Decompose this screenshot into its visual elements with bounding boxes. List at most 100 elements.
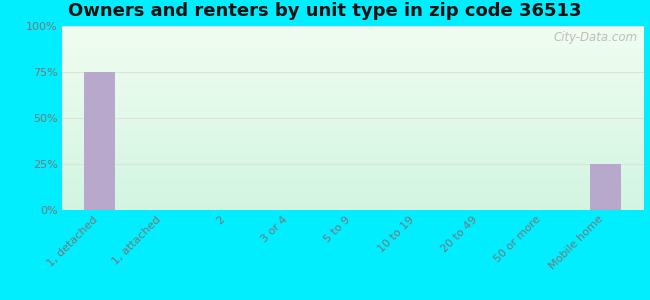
Bar (62, 205, 644, 206)
Bar (62, 160, 644, 162)
Bar (62, 162, 644, 164)
Bar (62, 68, 644, 70)
Bar (62, 48, 644, 50)
Bar (62, 37, 644, 38)
Bar (62, 208, 644, 210)
Bar (62, 190, 644, 192)
Bar (62, 173, 644, 175)
Bar (62, 103, 644, 105)
Bar (62, 151, 644, 153)
Bar (62, 122, 644, 123)
Bar (62, 184, 644, 186)
Bar (62, 133, 644, 134)
Bar (62, 105, 644, 107)
Bar (62, 166, 644, 168)
Bar (62, 134, 644, 136)
Bar (62, 101, 644, 103)
Bar (62, 171, 644, 173)
Bar (62, 153, 644, 154)
Bar (62, 61, 644, 62)
Bar (62, 158, 644, 160)
Text: Owners and renters by unit type in zip code 36513: Owners and renters by unit type in zip c… (68, 2, 582, 20)
Bar (62, 26, 644, 27)
Bar (62, 51, 644, 53)
Bar (62, 72, 644, 74)
Bar (62, 74, 644, 75)
Bar (62, 64, 644, 66)
Bar (62, 155, 644, 157)
Bar (62, 85, 644, 86)
Bar (62, 44, 644, 46)
Bar (62, 201, 644, 203)
Bar (62, 116, 644, 118)
Bar (62, 79, 644, 81)
Bar (62, 92, 644, 94)
Bar (62, 186, 644, 188)
Bar (62, 59, 644, 61)
Bar (62, 195, 644, 197)
Bar (62, 50, 644, 51)
Bar (62, 177, 644, 178)
Bar (62, 175, 644, 177)
Text: City-Data.com: City-Data.com (554, 31, 638, 44)
Bar (62, 75, 644, 77)
Bar (62, 62, 644, 64)
Bar (62, 99, 644, 101)
Bar (62, 86, 644, 88)
Bar (62, 144, 644, 146)
Bar (62, 169, 644, 171)
Bar (62, 188, 644, 190)
Bar (62, 123, 644, 125)
Bar (62, 55, 644, 57)
Bar (62, 57, 644, 59)
Bar (62, 96, 644, 98)
Bar (62, 46, 644, 48)
Bar (62, 138, 644, 140)
Bar (62, 27, 644, 29)
Bar (62, 146, 644, 147)
Bar (62, 149, 644, 151)
Bar (62, 110, 644, 112)
Bar (62, 118, 644, 120)
Bar (62, 38, 644, 40)
Bar (62, 125, 644, 127)
Bar (62, 120, 644, 122)
Bar (62, 181, 644, 182)
Bar (62, 202, 644, 205)
Bar (62, 114, 644, 116)
Bar (62, 127, 644, 129)
Bar (62, 131, 644, 133)
Bar (62, 194, 644, 195)
Bar (62, 83, 644, 85)
Bar (62, 206, 644, 208)
Bar (62, 136, 644, 138)
Bar (62, 157, 644, 158)
Bar (62, 70, 644, 72)
Bar (62, 94, 644, 96)
Bar (62, 178, 644, 181)
Bar (590, 164, 621, 210)
Bar (62, 142, 644, 144)
Bar (62, 182, 644, 184)
Bar (62, 53, 644, 55)
Bar (62, 112, 644, 114)
Bar (62, 81, 644, 83)
Bar (62, 31, 644, 33)
Bar (62, 33, 644, 35)
Bar (84, 72, 116, 210)
Bar (62, 164, 644, 166)
Bar (62, 98, 644, 99)
Bar (62, 199, 644, 201)
Bar (62, 140, 644, 142)
Bar (62, 35, 644, 37)
Bar (62, 90, 644, 92)
Bar (62, 147, 644, 149)
Bar (62, 197, 644, 199)
Bar (62, 109, 644, 110)
Bar (62, 107, 644, 109)
Bar (62, 42, 644, 44)
Bar (62, 77, 644, 79)
Bar (62, 66, 644, 68)
Bar (62, 192, 644, 194)
Bar (62, 40, 644, 42)
